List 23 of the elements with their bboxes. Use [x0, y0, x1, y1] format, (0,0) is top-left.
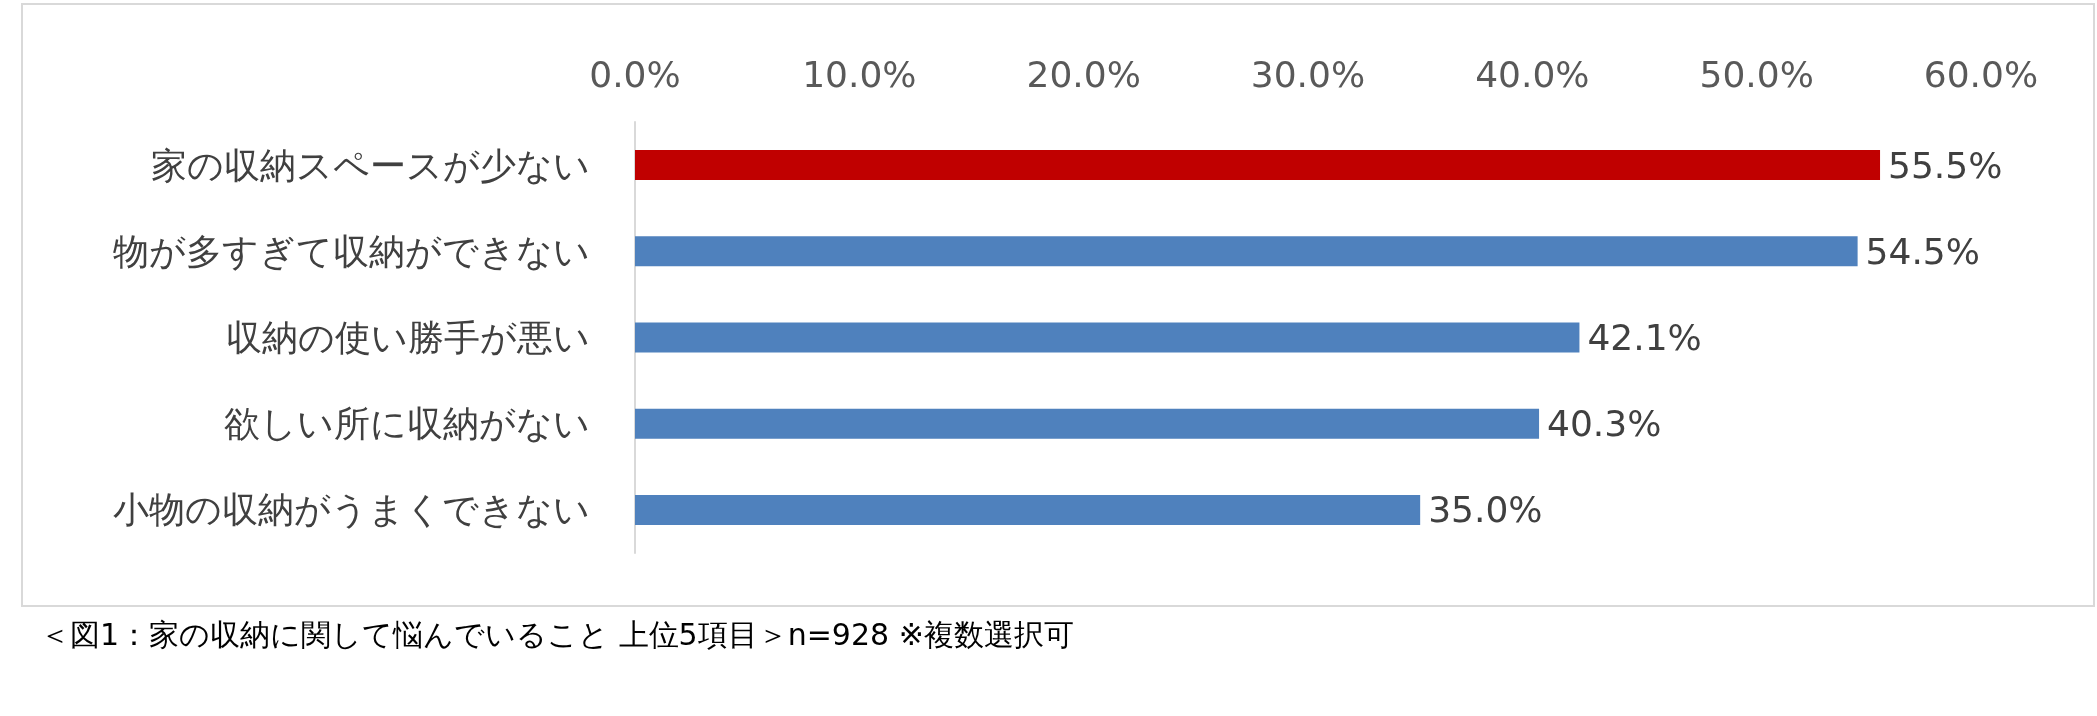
x-tick-label: 50.0%	[1699, 53, 1814, 95]
bar	[635, 494, 1421, 525]
data-label: 35.0%	[1428, 489, 1543, 531]
bar	[635, 150, 1881, 181]
y-tick-label: 欲しい所に収納がない	[224, 403, 590, 445]
y-tick-label: 家の収納スペースが少ない	[151, 144, 590, 186]
bar	[635, 322, 1580, 353]
text: ＜図1：家の収納に関して悩んでいること 上位5項目＞n=928 ※複数選択可	[40, 616, 1074, 654]
x-tick-label: 60.0%	[1923, 53, 2039, 95]
x-tick-label: 20.0%	[1026, 53, 1141, 95]
x-tick-label: 0.0%	[589, 53, 681, 95]
x-tick-label: 30.0%	[1250, 53, 1366, 95]
x-tick-label: 40.0%	[1475, 53, 1590, 95]
bar	[635, 408, 1540, 439]
bar	[635, 236, 1858, 267]
data-label: 40.3%	[1547, 403, 1662, 445]
data-label: 42.1%	[1587, 317, 1702, 358]
y-tick-label: 小物の収納がうまくできない	[113, 489, 590, 531]
y-tick-label: 物が多すぎて収納ができない	[113, 230, 590, 272]
y-tick-label: 収納の使い勝手が悪い	[226, 317, 590, 358]
data-label: 55.5%	[1888, 144, 2003, 186]
data-label: 54.5%	[1865, 230, 1980, 272]
x-tick-label: 10.0%	[802, 53, 917, 95]
